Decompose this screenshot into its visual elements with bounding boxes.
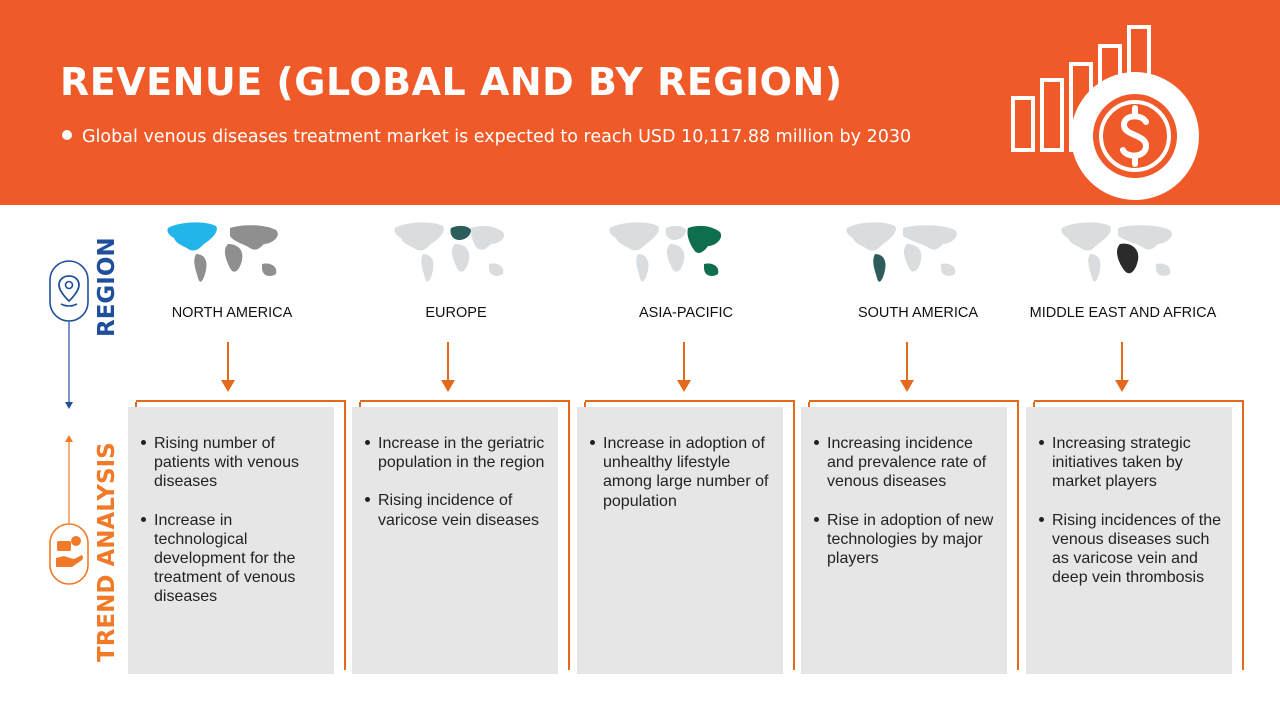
region-side-label: REGION xyxy=(92,237,122,338)
page-subtitle: Global venous diseases treatment market … xyxy=(62,127,911,147)
header-banner: REVENUE (GLOBAL AND BY REGION) Global ve… xyxy=(0,0,1280,205)
trend-item: Rising number of patients with venous di… xyxy=(138,434,324,492)
trend-item: Increase in technological development fo… xyxy=(138,511,324,607)
region-label-text: REGION xyxy=(94,237,120,338)
region-name: MIDDLE EAST AND AFRICA xyxy=(1029,305,1217,321)
trend-item: Increase in the geriatric population in … xyxy=(362,434,548,472)
down-arrow-icon xyxy=(221,342,235,392)
hand-coin-icon xyxy=(49,523,89,585)
world-map-icon xyxy=(846,222,957,282)
trend-side-label: TREND ANALYSIS xyxy=(92,442,122,663)
trend-list: Increasing incidence and prevalence rate… xyxy=(801,407,1007,568)
bullet-dot xyxy=(62,130,72,140)
down-arrow-icon xyxy=(900,342,914,392)
trend-list: Increase in the geriatric population in … xyxy=(352,407,558,530)
location-pin-icon xyxy=(49,260,89,322)
trend-item: Increasing incidence and prevalence rate… xyxy=(811,434,997,492)
trend-item: Increase in adoption of unhealthy lifest… xyxy=(587,434,773,511)
trend-card-europe: Increase in the geriatric population in … xyxy=(352,407,558,674)
trend-list: Increasing strategic initiatives taken b… xyxy=(1026,407,1232,587)
trend-item: Rise in adoption of new technologies by … xyxy=(811,511,997,569)
trend-list: Rising number of patients with venous di… xyxy=(128,407,334,607)
down-arrow-icon xyxy=(441,342,455,392)
bar-chart-dollar-icon xyxy=(1011,25,1199,200)
trend-list: Increase in adoption of unhealthy lifest… xyxy=(577,407,783,511)
page-title: REVENUE (GLOBAL AND BY REGION) xyxy=(60,60,843,104)
world-map-icon xyxy=(167,222,278,282)
region-name: SOUTH AMERICA xyxy=(857,305,979,321)
trend-card-south-america: Increasing incidence and prevalence rate… xyxy=(801,407,1007,674)
trend-item: Rising incidences of the venous diseases… xyxy=(1036,511,1222,588)
world-map-icon xyxy=(609,222,722,282)
down-arrow-icon xyxy=(1115,342,1129,392)
world-map-icon xyxy=(394,222,505,282)
trend-card-middle-east-africa: Increasing strategic initiatives taken b… xyxy=(1026,407,1232,674)
trend-item: Rising incidence of varicose vein diseas… xyxy=(362,491,548,529)
region-name: EUROPE xyxy=(425,305,487,321)
trend-card-asia-pacific: Increase in adoption of unhealthy lifest… xyxy=(577,407,783,674)
trend-item: Increasing strategic initiatives taken b… xyxy=(1036,434,1222,492)
region-name: ASIA-PACIFIC xyxy=(639,305,733,321)
region-name: NORTH AMERICA xyxy=(171,305,293,321)
trend-card-north-america: Rising number of patients with venous di… xyxy=(128,407,334,674)
side-timeline xyxy=(49,260,89,585)
trend-label-text: TREND ANALYSIS xyxy=(94,442,120,663)
world-map-icon xyxy=(1061,222,1172,282)
down-arrow-icon xyxy=(677,342,691,392)
subtitle-text: Global venous diseases treatment market … xyxy=(82,127,912,147)
